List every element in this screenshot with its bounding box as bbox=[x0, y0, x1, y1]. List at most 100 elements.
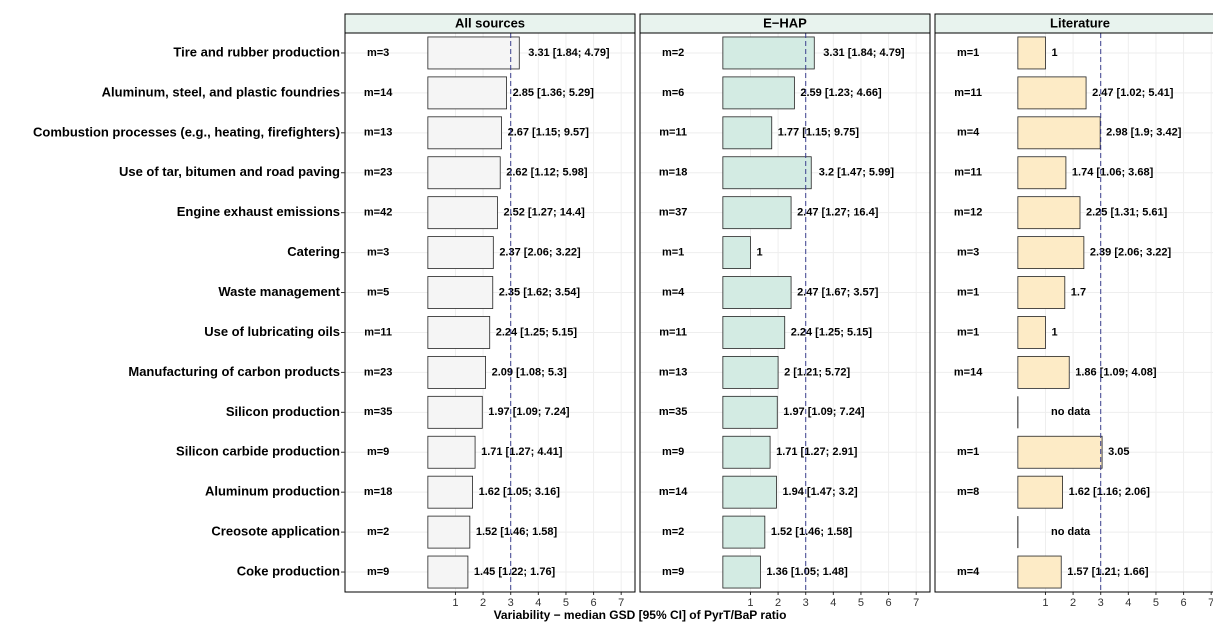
bar bbox=[427, 355, 486, 389]
category-label: Silicon carbide production bbox=[176, 444, 340, 459]
category-label: Engine exhaust emissions bbox=[177, 204, 340, 219]
bar bbox=[722, 395, 778, 429]
x-tick-label: 6 bbox=[886, 597, 892, 609]
value-label: 1.52 [1.46; 1.58] bbox=[771, 526, 853, 538]
category-label: Tire and rubber production bbox=[173, 44, 340, 59]
bar bbox=[722, 116, 773, 150]
bar bbox=[722, 555, 761, 589]
value-label: 1 bbox=[1051, 326, 1057, 338]
value-label: 1.62 [1.16; 2.06] bbox=[1069, 486, 1151, 498]
x-tick-label: 7 bbox=[913, 597, 919, 609]
count-label: m=9 bbox=[662, 566, 684, 578]
bar bbox=[1017, 435, 1103, 469]
value-label: 2.52 [1.27; 14.4] bbox=[503, 207, 585, 219]
value-label: 2.85 [1.36; 5.29] bbox=[513, 87, 595, 99]
bar bbox=[722, 355, 779, 389]
value-label: 2.67 [1.15; 9.57] bbox=[508, 127, 590, 139]
bar bbox=[427, 395, 483, 429]
count-label: m=14 bbox=[954, 366, 983, 378]
count-label: m=18 bbox=[364, 486, 392, 498]
strip-title: E−HAP bbox=[763, 15, 807, 30]
count-label: m=37 bbox=[659, 207, 687, 219]
category-label: Use of tar, bitumen and road paving bbox=[119, 164, 340, 179]
bar bbox=[722, 76, 795, 110]
bar bbox=[1017, 36, 1046, 70]
value-label: 2.37 [2.06; 3.22] bbox=[499, 247, 581, 259]
panel-border bbox=[639, 32, 931, 593]
value-label: 2.24 [1.25; 5.15] bbox=[496, 326, 578, 338]
count-label: m=11 bbox=[954, 87, 982, 99]
value-label: 1 bbox=[756, 247, 762, 259]
value-label: 1.71 [1.27; 2.91] bbox=[776, 446, 858, 458]
value-label: 3.05 bbox=[1108, 446, 1129, 458]
bar bbox=[722, 435, 771, 469]
count-label: m=14 bbox=[659, 486, 688, 498]
count-label: m=3 bbox=[367, 47, 389, 59]
bar bbox=[427, 76, 507, 110]
count-label: m=18 bbox=[659, 167, 687, 179]
count-label: m=23 bbox=[364, 366, 392, 378]
bar bbox=[1017, 196, 1081, 230]
count-label: m=11 bbox=[659, 326, 687, 338]
value-label: 2.98 [1.9; 3.42] bbox=[1106, 127, 1182, 139]
count-label: m=6 bbox=[662, 87, 684, 99]
bar bbox=[427, 196, 498, 230]
value-label: 1.45 [1.22; 1.76] bbox=[474, 566, 556, 578]
category-label: Manufacturing of carbon products bbox=[128, 364, 340, 379]
x-axis-label: Variability − median GSD [95% CI] of Pyr… bbox=[494, 608, 787, 622]
count-label: m=2 bbox=[662, 47, 684, 59]
count-label: m=12 bbox=[954, 207, 982, 219]
panel-border bbox=[934, 32, 1213, 593]
count-label: m=3 bbox=[367, 247, 389, 259]
bar bbox=[722, 196, 792, 230]
bar bbox=[722, 36, 815, 70]
count-label: m=14 bbox=[364, 87, 393, 99]
count-label: m=13 bbox=[364, 127, 392, 139]
strip-title: Literature bbox=[1050, 15, 1110, 30]
value-label: 1.71 [1.27; 4.41] bbox=[481, 446, 563, 458]
x-tick-label: 3 bbox=[803, 597, 809, 609]
bar bbox=[1017, 276, 1066, 309]
category-label: Waste management bbox=[218, 284, 340, 299]
category-label: Creosote application bbox=[211, 524, 340, 539]
category-label: Coke production bbox=[237, 563, 340, 578]
x-tick-label: 3 bbox=[508, 597, 514, 609]
bar bbox=[722, 156, 812, 190]
bar bbox=[427, 36, 520, 70]
bar bbox=[427, 475, 474, 509]
panel-border bbox=[344, 32, 636, 593]
count-label: m=2 bbox=[367, 526, 389, 538]
count-label: m=1 bbox=[957, 47, 979, 59]
count-label: m=11 bbox=[954, 167, 982, 179]
bar bbox=[427, 555, 469, 589]
x-tick-label: 3 bbox=[1098, 597, 1104, 609]
value-label: 1.97 [1.09; 7.24] bbox=[783, 406, 865, 418]
category-label: Silicon production bbox=[226, 404, 340, 419]
x-tick-label: 6 bbox=[591, 597, 597, 609]
count-label: m=1 bbox=[957, 286, 979, 298]
value-label: 3.31 [1.84; 4.79] bbox=[823, 47, 905, 59]
value-label: 1.77 [1.15; 9.75] bbox=[778, 127, 860, 139]
value-label: 2.62 [1.12; 5.98] bbox=[506, 167, 588, 179]
x-tick-label: 4 bbox=[535, 597, 541, 609]
x-tick-label: 1 bbox=[452, 597, 458, 609]
bar bbox=[722, 475, 777, 509]
bar bbox=[427, 435, 476, 469]
value-label: 2.47 [1.02; 5.41] bbox=[1092, 87, 1174, 99]
bar bbox=[1017, 156, 1067, 190]
bar bbox=[427, 116, 503, 150]
count-label: m=9 bbox=[367, 446, 389, 458]
value-label: 1.74 [1.06; 3.68] bbox=[1072, 167, 1154, 179]
count-label: m=23 bbox=[364, 167, 392, 179]
category-label: Aluminum production bbox=[205, 484, 340, 499]
value-label: 2.09 [1.08; 5.3] bbox=[492, 366, 568, 378]
count-label: m=42 bbox=[364, 207, 392, 219]
category-label: Catering bbox=[287, 244, 340, 259]
x-tick-label: 2 bbox=[1070, 597, 1076, 609]
value-label: no data bbox=[1051, 526, 1091, 538]
bar bbox=[1017, 76, 1087, 110]
category-label: Combustion processes (e.g., heating, fir… bbox=[33, 124, 340, 139]
value-label: 1 bbox=[1051, 47, 1057, 59]
count-label: m=1 bbox=[662, 247, 684, 259]
